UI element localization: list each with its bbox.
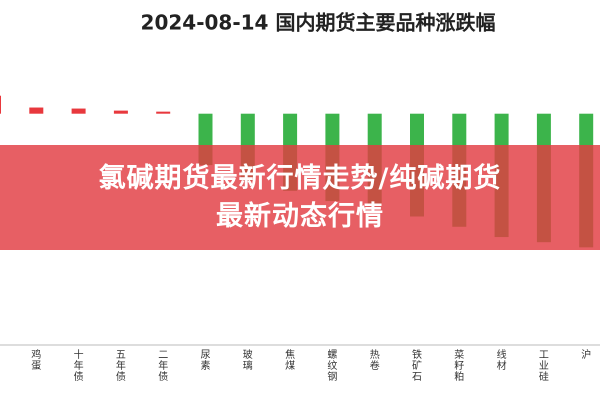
x-tick-label: 工业硅 — [538, 350, 549, 383]
banner: 氯碱期货最新行情走势/纯碱期货 最新动态行情 — [0, 145, 600, 250]
x-tick-label: 玻璃 — [242, 350, 253, 372]
x-tick-label: 二年债 — [158, 350, 169, 383]
bar — [113, 110, 128, 114]
bar — [29, 107, 44, 114]
x-tick-label: 鸡蛋 — [31, 350, 42, 372]
bar — [156, 111, 171, 114]
x-tick-label: 沪 — [581, 350, 592, 361]
banner-line: 氯碱期货最新行情走势/纯碱期货 — [98, 162, 502, 194]
chart-title: 2024-08-14 国内期货主要品种涨跌幅 — [141, 11, 496, 35]
x-tick-label: 五年债 — [115, 350, 126, 383]
bar — [71, 108, 86, 114]
x-tick-label: 线材 — [496, 350, 507, 372]
x-tick-label: 热卷 — [369, 350, 380, 372]
x-tick-label: 铁矿石 — [412, 350, 422, 383]
banner-line: 最新动态行情 — [216, 200, 384, 232]
x-tick-label: 螺纹钢 — [327, 350, 338, 383]
x-tick-label: 焦煤 — [285, 350, 296, 372]
x-tick-label: 十年债 — [73, 350, 84, 383]
x-tick-label: 尿素 — [200, 350, 211, 372]
x-tick-label: 菜籽粕 — [454, 350, 465, 383]
bar — [0, 95, 1, 114]
